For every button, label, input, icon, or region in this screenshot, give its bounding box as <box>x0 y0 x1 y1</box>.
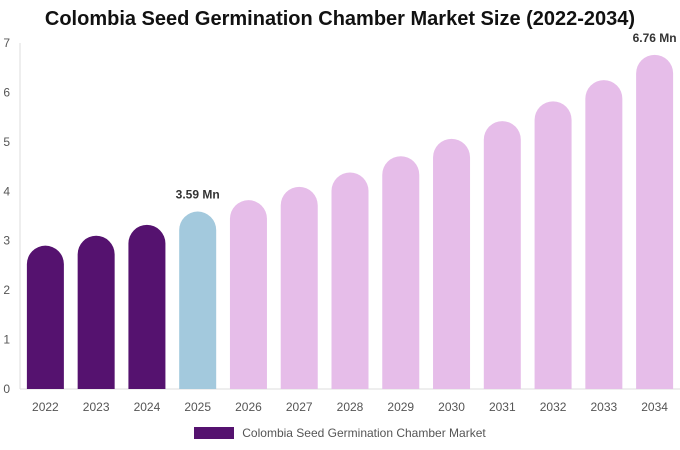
bar-2024 <box>128 224 166 389</box>
x-tick-label: 2026 <box>235 400 262 414</box>
legend: Colombia Seed Germination Chamber Market <box>0 426 680 440</box>
bar-2030 <box>433 138 471 389</box>
legend-swatch <box>194 427 235 439</box>
y-tick-label: 7 <box>3 36 10 50</box>
bar-2025 <box>179 211 217 389</box>
bar-2028 <box>331 172 369 389</box>
x-tick-label: 2030 <box>438 400 465 414</box>
x-tick-label: 2033 <box>590 400 617 414</box>
data-label: 3.59 Mn <box>176 188 220 202</box>
x-tick-label: 2032 <box>540 400 567 414</box>
x-tick-label: 2029 <box>387 400 414 414</box>
bar-2027 <box>280 186 318 389</box>
y-tick-label: 3 <box>3 234 10 248</box>
bar-2034 <box>636 54 674 389</box>
y-tick-label: 1 <box>3 333 10 347</box>
chart-title: Colombia Seed Germination Chamber Market… <box>44 8 636 30</box>
y-tick-label: 4 <box>3 184 10 198</box>
bar-2026 <box>229 200 267 389</box>
x-tick-label: 2022 <box>32 400 59 414</box>
x-tick-label: 2028 <box>337 400 364 414</box>
bar-2033 <box>585 80 623 389</box>
bar-2022 <box>26 245 64 389</box>
y-tick-label: 0 <box>3 382 10 396</box>
bar-2023 <box>77 235 115 389</box>
data-label: 6.76 Mn <box>633 31 677 45</box>
bar-2032 <box>534 101 572 389</box>
legend-label: Colombia Seed Germination Chamber Market <box>242 426 486 440</box>
y-tick-label: 2 <box>3 283 10 297</box>
x-tick-label: 2027 <box>286 400 313 414</box>
x-tick-label: 2031 <box>489 400 516 414</box>
x-tick-label: 2023 <box>83 400 110 414</box>
x-tick-label: 2024 <box>134 400 161 414</box>
x-tick-label: 2034 <box>641 400 668 414</box>
bar-2031 <box>483 121 521 390</box>
y-tick-label: 5 <box>3 135 10 149</box>
x-tick-label: 2025 <box>184 400 211 414</box>
y-tick-label: 6 <box>3 85 10 99</box>
bar-2029 <box>382 156 420 389</box>
